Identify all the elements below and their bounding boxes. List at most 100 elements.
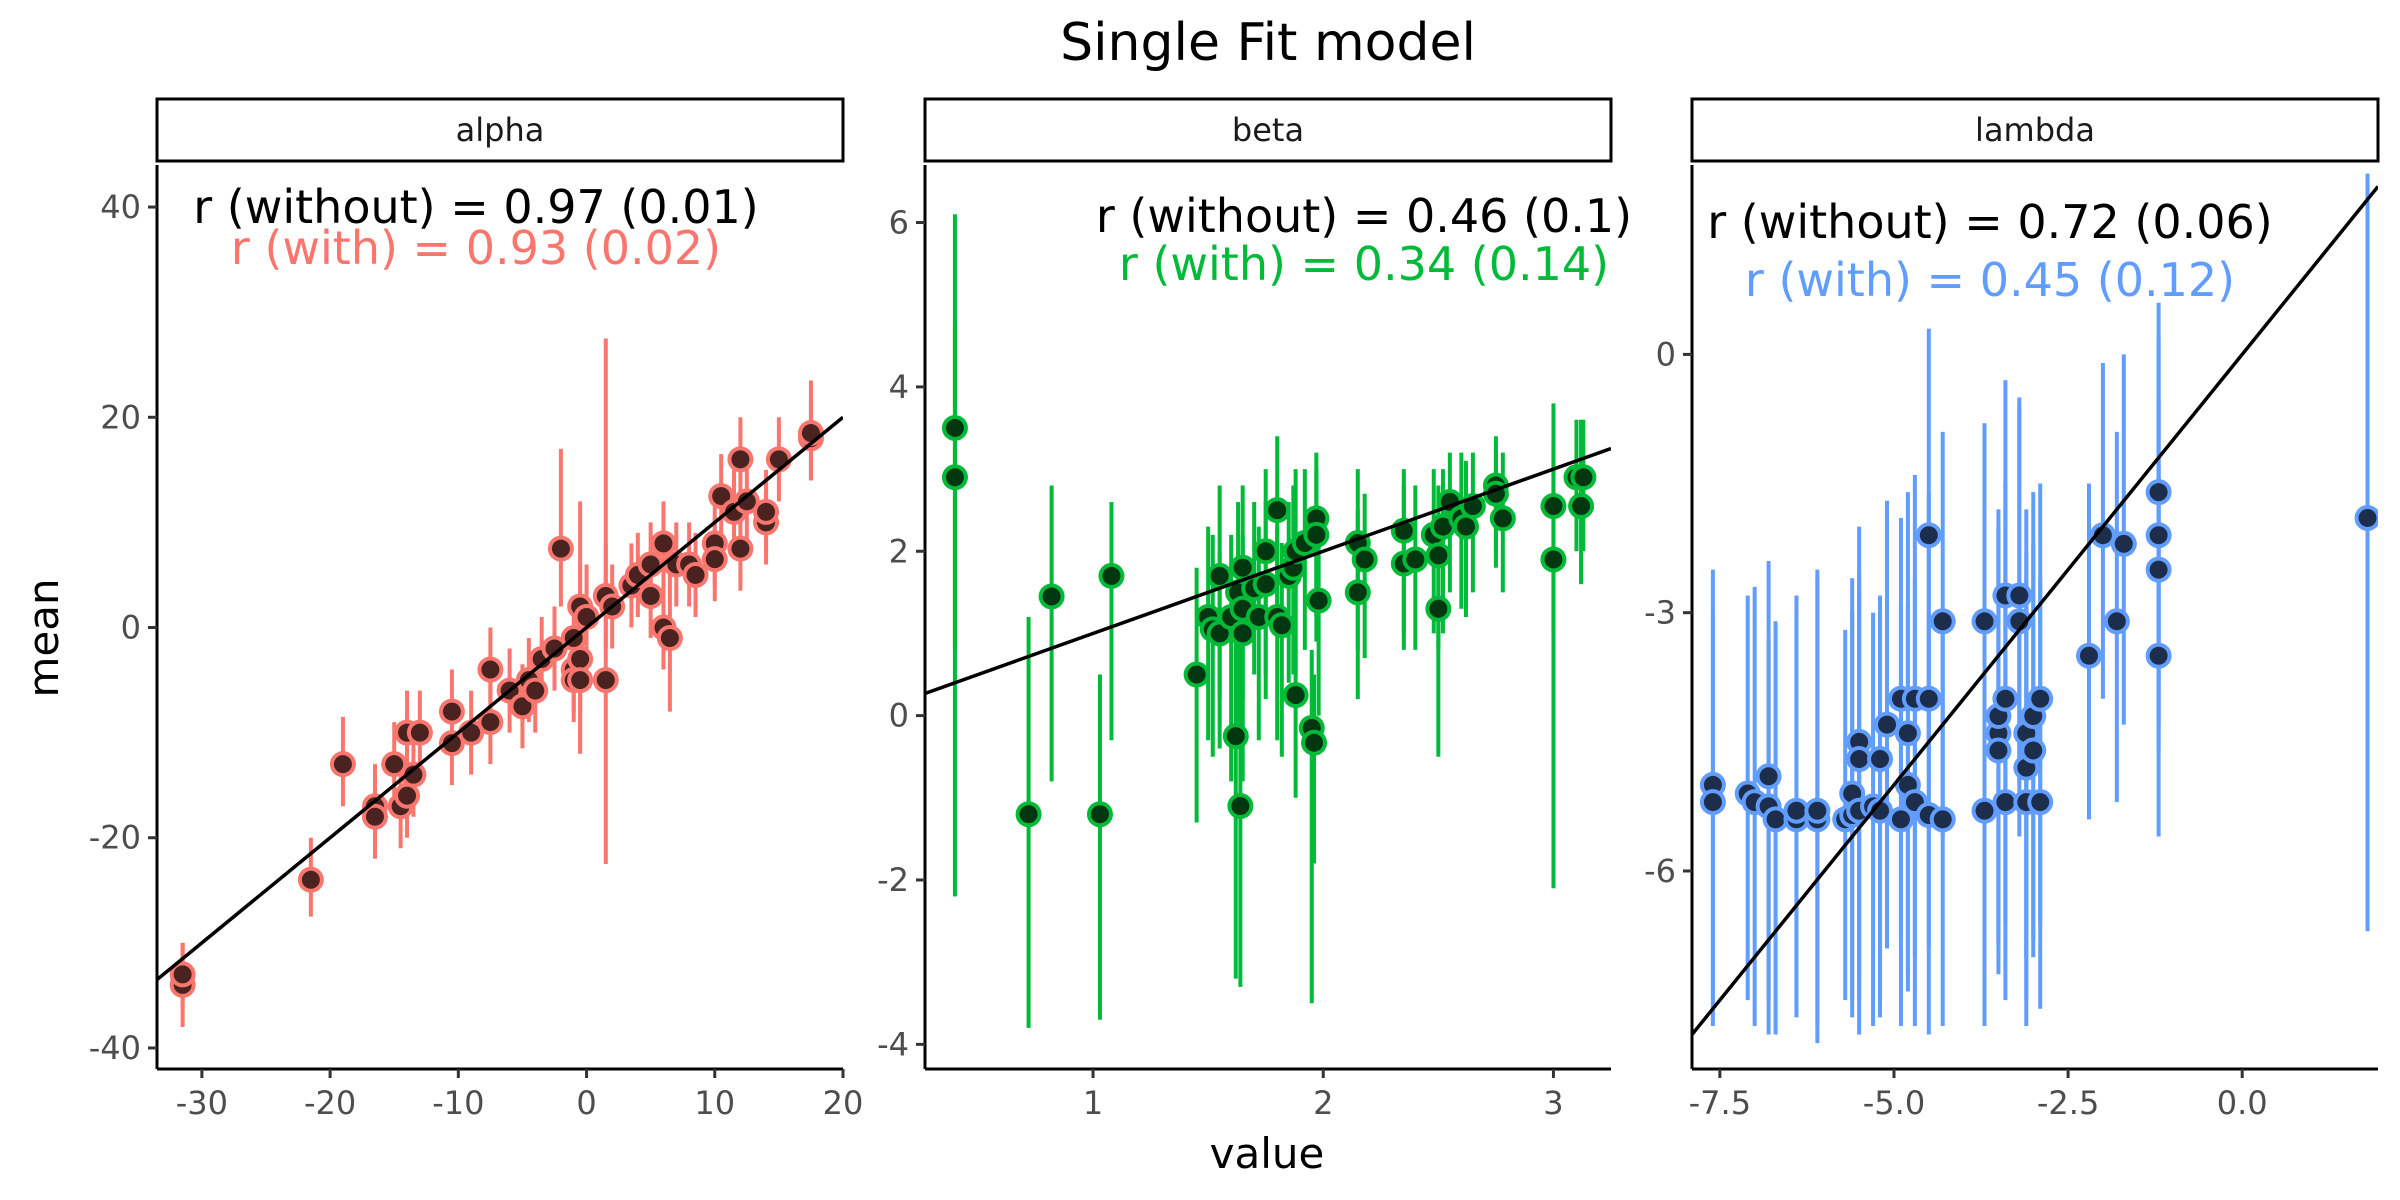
y-tick-label-beta: 0 bbox=[889, 697, 909, 735]
plot-area-alpha bbox=[157, 338, 843, 1027]
data-point bbox=[2024, 741, 2043, 760]
data-point bbox=[1703, 793, 1722, 812]
data-point bbox=[1210, 624, 1229, 643]
strip-label-lambda: lambda bbox=[1975, 111, 2095, 149]
data-point bbox=[1305, 733, 1324, 752]
y-tick-label-alpha: 20 bbox=[100, 398, 141, 436]
x-tick-label-lambda: -5.0 bbox=[1863, 1084, 1925, 1122]
data-point bbox=[1429, 546, 1448, 565]
data-point bbox=[577, 608, 596, 626]
data-point bbox=[1463, 497, 1482, 516]
data-point bbox=[2149, 646, 2168, 665]
data-point bbox=[404, 765, 423, 784]
data-point bbox=[705, 550, 724, 569]
strip-lambda bbox=[1690, 97, 2380, 163]
data-point bbox=[1850, 750, 1869, 769]
data-point bbox=[173, 965, 192, 984]
data-point bbox=[1456, 517, 1475, 536]
data-point bbox=[1850, 732, 1869, 751]
annotation-r-with-beta: r (with) = 0.34 (0.14) bbox=[1119, 237, 1609, 291]
data-point bbox=[1703, 775, 1722, 794]
data-point bbox=[2114, 534, 2133, 553]
data-point bbox=[1429, 599, 1448, 618]
data-point bbox=[686, 565, 705, 584]
y-tick-label-alpha: -40 bbox=[89, 1029, 141, 1067]
data-point bbox=[1233, 558, 1252, 577]
x-tick-label-alpha: 0 bbox=[576, 1084, 596, 1122]
y-axis-title: mean bbox=[19, 578, 68, 697]
data-point bbox=[1898, 724, 1917, 743]
y-tick-label-beta: 2 bbox=[889, 532, 909, 570]
data-point bbox=[571, 671, 590, 690]
data-point bbox=[1919, 526, 1938, 545]
strip-label-beta: beta bbox=[1232, 111, 1304, 149]
data-point bbox=[1493, 509, 1512, 528]
data-point bbox=[2107, 612, 2126, 631]
data-point bbox=[1233, 624, 1252, 643]
y-tick-label-alpha: 40 bbox=[100, 188, 141, 226]
x-tick-label-alpha: -30 bbox=[176, 1084, 228, 1122]
data-point bbox=[1042, 587, 1061, 606]
data-point bbox=[1975, 801, 1994, 820]
data-point bbox=[1574, 468, 1593, 487]
data-point bbox=[398, 786, 417, 805]
x-tick-label-beta: 2 bbox=[1313, 1084, 1333, 1122]
data-point bbox=[1348, 583, 1367, 602]
data-point bbox=[365, 807, 384, 826]
data-point bbox=[442, 702, 461, 721]
data-point bbox=[1544, 550, 1563, 569]
data-point bbox=[1933, 810, 1952, 829]
x-tick-label-lambda: -7.5 bbox=[1689, 1084, 1751, 1122]
x-tick-label-beta: 3 bbox=[1543, 1084, 1563, 1122]
data-point bbox=[1871, 750, 1890, 769]
panel-beta: beta 1 2 3 -4 -2 0 2 4 6 r (without) = 0.46 (0.1)r… bbox=[877, 97, 1632, 1122]
data-point bbox=[1933, 612, 1952, 631]
x-tick-label-lambda: 0.0 bbox=[2217, 1084, 2268, 1122]
y-tick-label-lambda: -6 bbox=[1644, 852, 1676, 890]
data-point bbox=[1544, 497, 1563, 516]
data-point bbox=[1989, 724, 2008, 743]
data-point bbox=[1996, 689, 2015, 708]
data-point bbox=[641, 555, 660, 574]
y-tick-label-beta: -4 bbox=[877, 1025, 909, 1063]
y-tick-label-alpha: -20 bbox=[89, 819, 141, 857]
data-point bbox=[654, 534, 673, 553]
x-axis-title: value bbox=[1210, 1129, 1325, 1178]
data-point bbox=[660, 629, 679, 648]
data-point bbox=[2149, 526, 2168, 545]
data-point bbox=[1307, 525, 1326, 544]
reference-line bbox=[1692, 185, 2378, 1036]
data-point bbox=[2031, 793, 2050, 812]
data-point bbox=[712, 487, 731, 506]
data-point bbox=[333, 755, 352, 774]
reference-line bbox=[157, 415, 843, 982]
data-point bbox=[945, 468, 964, 487]
data-point bbox=[1286, 686, 1305, 705]
panel-alpha: alpha -30 -20 -10 0 10 20 -40 -20 0 20 40 r (without… bbox=[89, 97, 863, 1122]
data-point bbox=[945, 418, 964, 437]
data-point bbox=[596, 671, 615, 690]
data-point bbox=[1878, 715, 1897, 734]
y-tick-label-alpha: 0 bbox=[121, 609, 141, 647]
y-tick-label-lambda: -3 bbox=[1644, 594, 1676, 632]
y-tick-label-beta: -2 bbox=[877, 861, 909, 899]
data-point bbox=[2149, 483, 2168, 502]
annotation-r-with-lambda: r (with) = 0.45 (0.12) bbox=[1745, 253, 2235, 307]
annotation-r-without-alpha: r (without) = 0.97 (0.01) bbox=[193, 180, 759, 234]
data-point bbox=[1891, 810, 1910, 829]
y-tick-label-beta: 4 bbox=[889, 368, 909, 406]
data-point bbox=[1394, 521, 1413, 540]
annotation-r-without-beta: r (without) = 0.46 (0.1) bbox=[1096, 189, 1632, 243]
data-point bbox=[801, 424, 820, 443]
strip-beta bbox=[923, 97, 1613, 163]
strip-alpha bbox=[155, 97, 845, 163]
panel-lambda: lambda -7.5 -5.0 -2.5 0.0 -6 -3 0 r (without) = … bbox=[1644, 97, 2380, 1122]
data-point bbox=[1572, 497, 1591, 516]
data-point bbox=[1355, 550, 1374, 569]
data-point bbox=[513, 697, 532, 716]
data-point bbox=[571, 650, 590, 669]
data-point bbox=[481, 660, 500, 679]
data-point bbox=[1406, 550, 1425, 569]
